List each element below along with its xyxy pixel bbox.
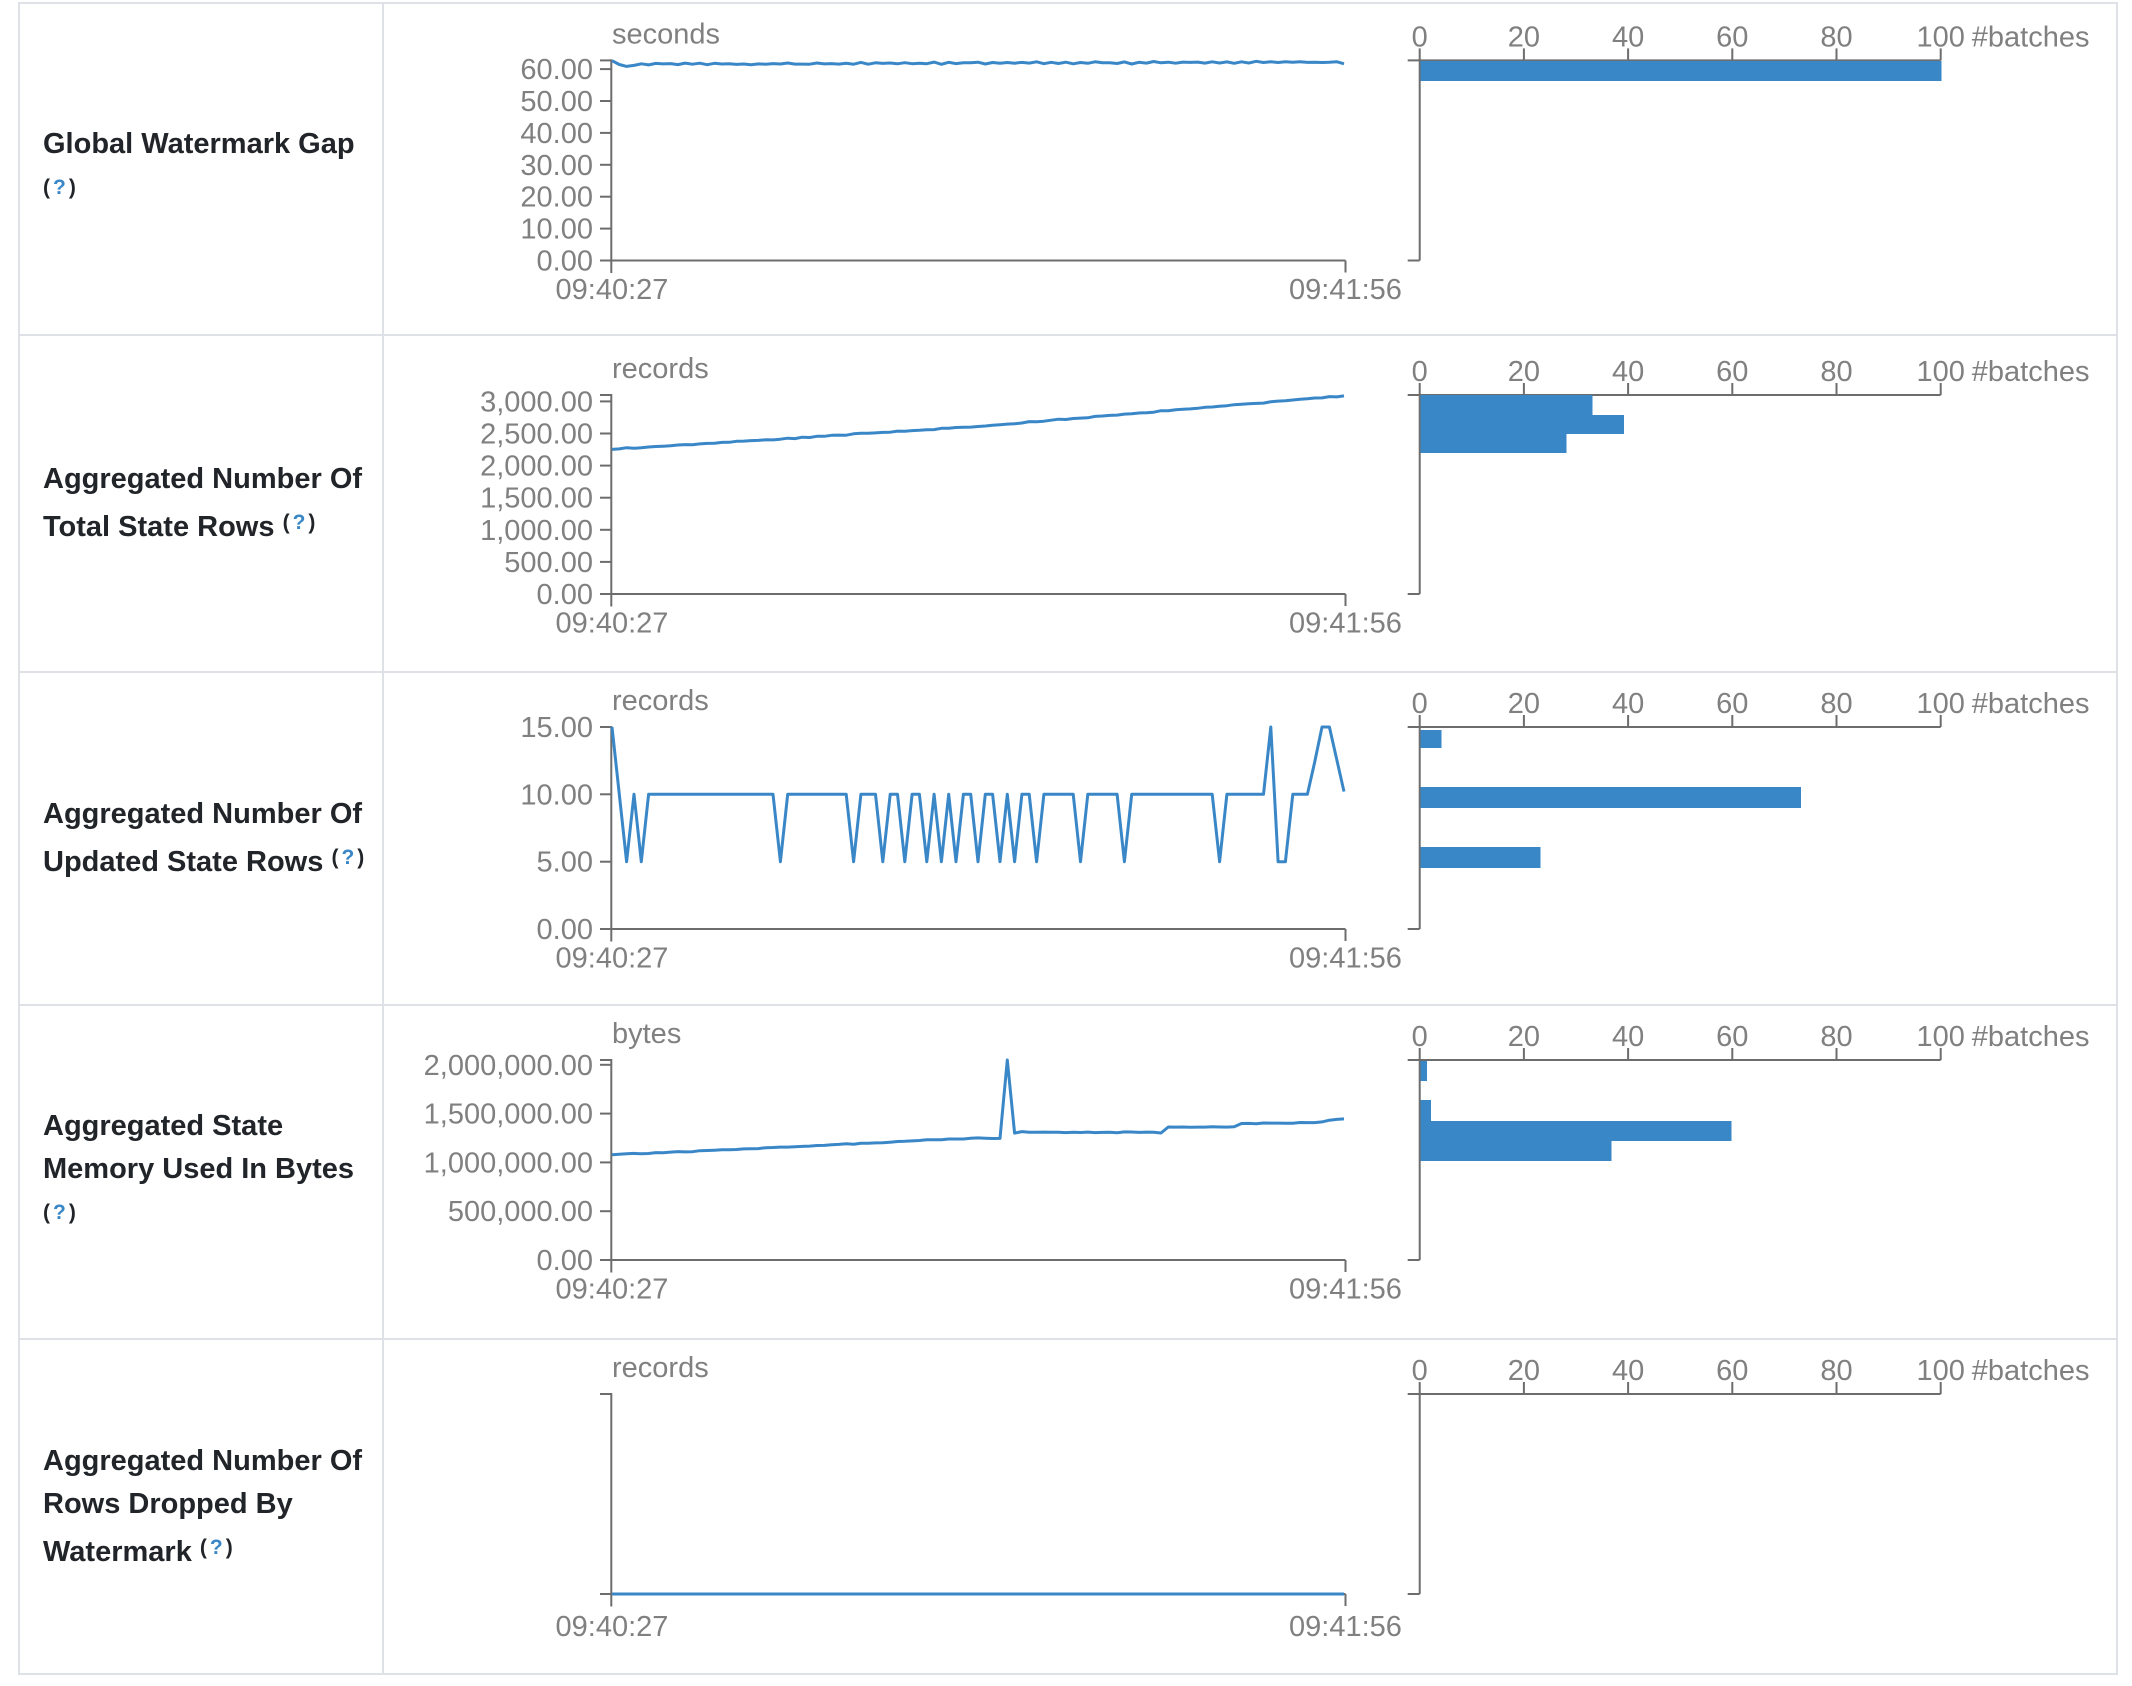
svg-text:500.00: 500.00	[504, 547, 593, 579]
svg-text:1,500,000.00: 1,500,000.00	[424, 1099, 593, 1131]
svg-text:10.00: 10.00	[520, 779, 593, 811]
svg-text:80: 80	[1820, 21, 1852, 53]
svg-text:40.00: 40.00	[520, 118, 593, 150]
svg-text:0.00: 0.00	[537, 579, 593, 611]
svg-text:100: 100	[1917, 1021, 1965, 1053]
svg-text:5.00: 5.00	[537, 847, 593, 879]
svg-text:100: 100	[1917, 356, 1965, 388]
svg-text:20: 20	[1508, 1021, 1540, 1053]
svg-text:100: 100	[1917, 21, 1965, 53]
svg-text:09:41:56: 09:41:56	[1289, 1611, 1402, 1643]
svg-text:09:40:27: 09:40:27	[556, 274, 669, 306]
svg-text:09:41:56: 09:41:56	[1289, 1273, 1402, 1305]
svg-text:1,000.00: 1,000.00	[480, 515, 593, 547]
svg-text:#batches: #batches	[1972, 688, 2090, 720]
svg-text:20: 20	[1508, 1355, 1540, 1387]
svg-text:20: 20	[1508, 356, 1540, 388]
svg-text:#batches: #batches	[1972, 356, 2090, 388]
svg-text:40: 40	[1612, 21, 1644, 53]
svg-text:2,000.00: 2,000.00	[480, 451, 593, 483]
svg-text:#batches: #batches	[1972, 1021, 2090, 1053]
svg-text:20.00: 20.00	[520, 182, 593, 214]
svg-text:0: 0	[1412, 356, 1428, 388]
svg-text:80: 80	[1820, 1021, 1852, 1053]
svg-text:09:40:27: 09:40:27	[556, 607, 669, 639]
svg-text:0: 0	[1412, 1355, 1428, 1387]
svg-text:#batches: #batches	[1972, 1355, 2090, 1387]
svg-text:1,500.00: 1,500.00	[480, 483, 593, 515]
svg-text:60: 60	[1716, 356, 1748, 388]
svg-text:3,000.00: 3,000.00	[480, 386, 593, 418]
svg-text:40: 40	[1612, 356, 1644, 388]
svg-text:80: 80	[1820, 688, 1852, 720]
svg-text:2,500.00: 2,500.00	[480, 419, 593, 451]
svg-text:bytes: bytes	[612, 1018, 681, 1050]
svg-text:50.00: 50.00	[520, 86, 593, 118]
svg-text:records: records	[612, 685, 709, 717]
svg-text:60: 60	[1716, 1021, 1748, 1053]
svg-text:09:40:27: 09:40:27	[556, 1611, 669, 1643]
svg-text:80: 80	[1820, 1355, 1852, 1387]
svg-text:80: 80	[1820, 356, 1852, 388]
svg-text:0: 0	[1412, 21, 1428, 53]
svg-text:09:41:56: 09:41:56	[1289, 274, 1402, 306]
svg-text:2,000,000.00: 2,000,000.00	[424, 1050, 593, 1082]
svg-text:100: 100	[1917, 688, 1965, 720]
svg-text:09:40:27: 09:40:27	[556, 942, 669, 974]
svg-text:0: 0	[1412, 1021, 1428, 1053]
svg-text:0.00: 0.00	[537, 1245, 593, 1277]
svg-text:20: 20	[1508, 688, 1540, 720]
svg-text:1,000,000.00: 1,000,000.00	[424, 1147, 593, 1179]
svg-text:20: 20	[1508, 21, 1540, 53]
svg-text:40: 40	[1612, 1355, 1644, 1387]
svg-text:60.00: 60.00	[520, 54, 593, 86]
svg-text:30.00: 30.00	[520, 150, 593, 182]
svg-text:records: records	[612, 353, 709, 385]
svg-text:09:41:56: 09:41:56	[1289, 607, 1402, 639]
svg-text:40: 40	[1612, 1021, 1644, 1053]
svg-text:10.00: 10.00	[520, 214, 593, 246]
svg-text:40: 40	[1612, 688, 1644, 720]
svg-text:500,000.00: 500,000.00	[448, 1196, 593, 1228]
svg-text:100: 100	[1917, 1355, 1965, 1387]
svg-text:60: 60	[1716, 1355, 1748, 1387]
svg-text:0.00: 0.00	[537, 246, 593, 278]
svg-text:#batches: #batches	[1972, 21, 2090, 53]
svg-text:seconds: seconds	[612, 18, 720, 50]
svg-text:0.00: 0.00	[537, 914, 593, 946]
svg-text:09:41:56: 09:41:56	[1289, 942, 1402, 974]
svg-text:15.00: 15.00	[520, 712, 593, 744]
svg-text:60: 60	[1716, 21, 1748, 53]
svg-text:records: records	[612, 1352, 709, 1384]
svg-text:60: 60	[1716, 688, 1748, 720]
svg-text:09:40:27: 09:40:27	[556, 1273, 669, 1305]
svg-text:0: 0	[1412, 688, 1428, 720]
